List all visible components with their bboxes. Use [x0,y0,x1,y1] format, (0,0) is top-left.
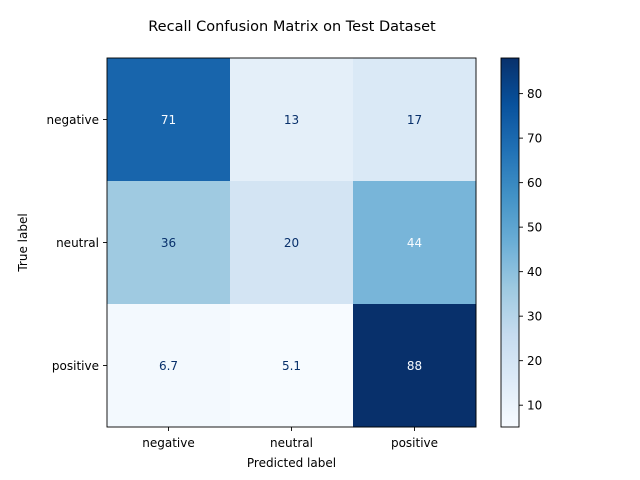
chart-title: Recall Confusion Matrix on Test Dataset [148,19,436,35]
cell-value-label: 20 [284,236,299,250]
heatmap-cell [353,304,477,428]
cell-value-label: 71 [161,113,176,127]
heatmap-cell [353,58,477,182]
colorbar-tick-label: 10 [527,399,542,413]
cell-value-label: 88 [407,359,422,373]
colorbar-tick-label: 70 [527,132,542,146]
colorbar [500,57,520,428]
y-tick-label: negative [47,113,99,127]
cell-value-label: 17 [407,113,422,127]
colorbar-tick-label: 60 [527,176,542,190]
x-tick-label: positive [391,436,438,450]
colorbar-tick-label: 20 [527,354,542,368]
x-tick-label: negative [142,436,194,450]
colorbar-tick-label: 40 [527,265,542,279]
y-tick-label: positive [52,359,99,373]
heatmap-cell [230,181,354,305]
heatmap-cell [107,181,231,305]
heatmap-cell [107,58,231,182]
cell-value-label: 13 [284,113,299,127]
colorbar-tick-label: 80 [527,87,542,101]
y-axis-label: True label [16,213,30,272]
colorbar-tick-label: 30 [527,310,542,324]
y-tick-label: neutral [56,236,99,250]
heatmap-cell [353,181,477,305]
cell-value-label: 5.1 [282,359,301,373]
colorbar-tick-label: 50 [527,221,542,235]
heatmap-cell [230,304,354,428]
cell-value-label: 36 [161,236,176,250]
x-tick-label: neutral [270,436,313,450]
heatmap-cell [230,58,354,182]
cell-value-label: 44 [407,236,422,250]
heatmap-cell [107,304,231,428]
cell-value-label: 6.7 [159,359,178,373]
x-axis-label: Predicted label [247,456,336,470]
